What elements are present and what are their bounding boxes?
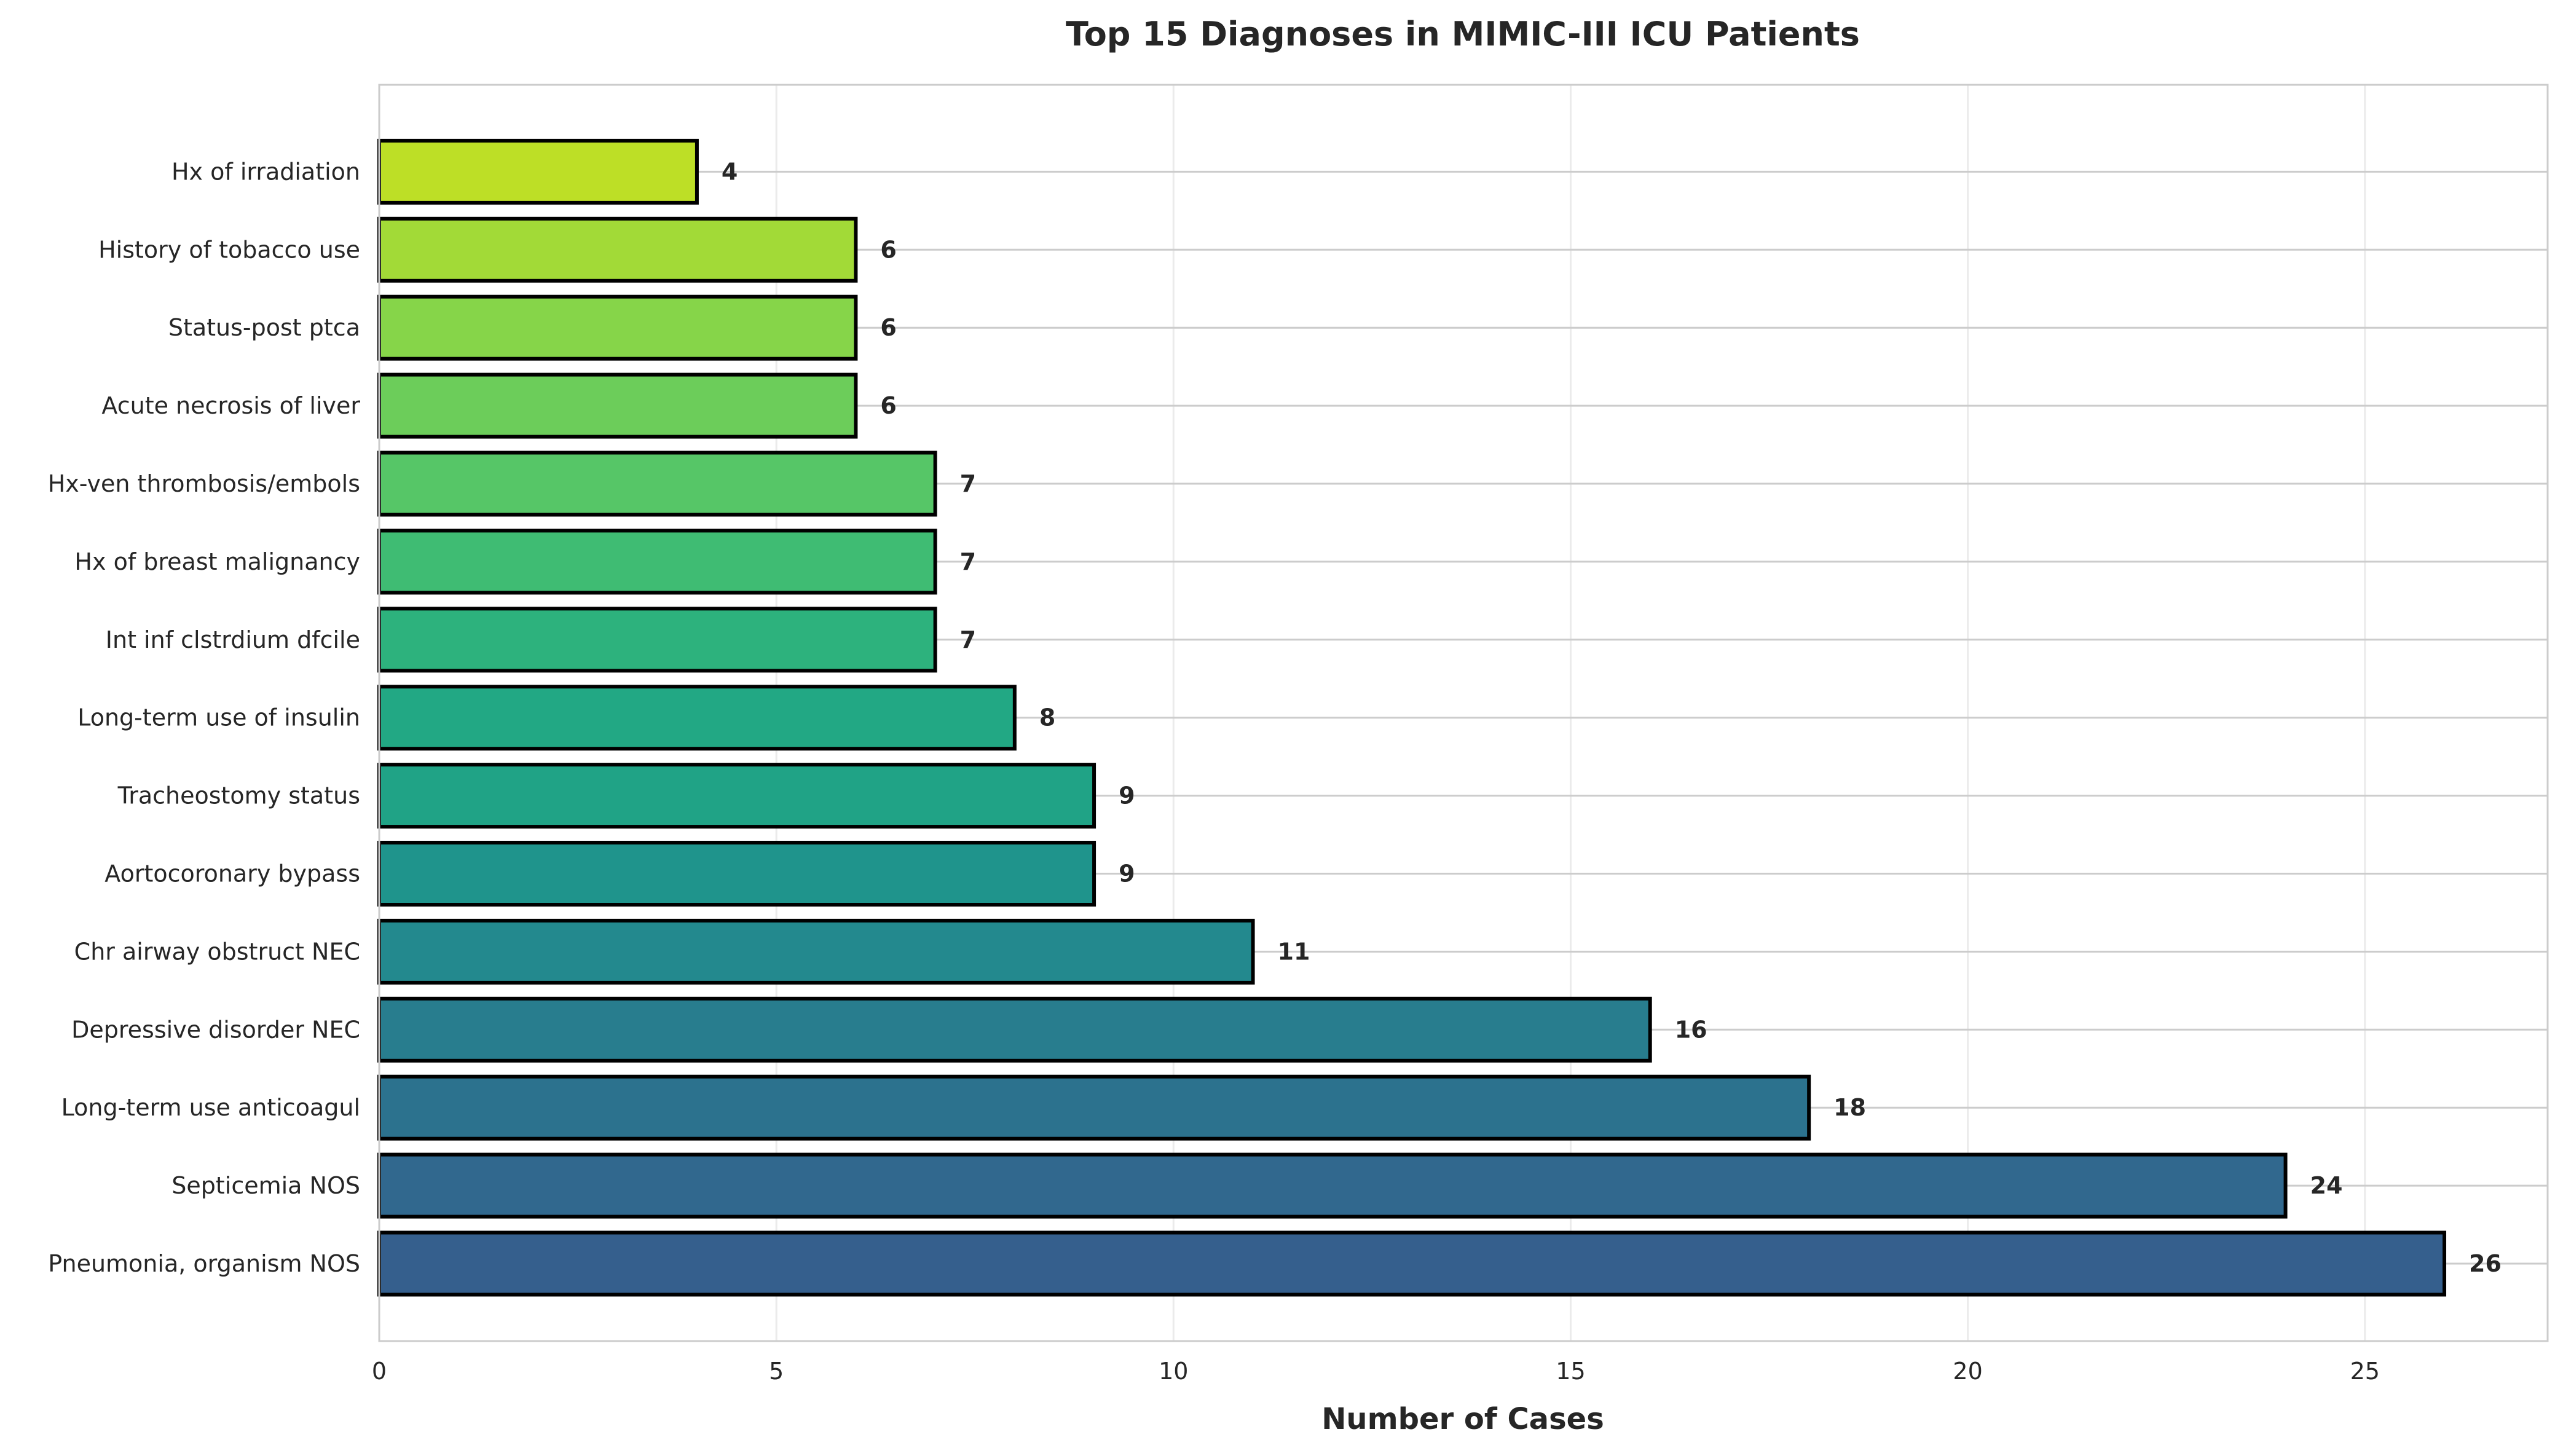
bar xyxy=(377,451,937,517)
y-tick-label: Hx of breast malignancy xyxy=(74,548,360,575)
chart-title: Top 15 Diagnoses in MIMIC-III ICU Patien… xyxy=(1066,15,1860,53)
bar-value-label: 11 xyxy=(1278,938,1310,965)
y-tick-label: Tracheostomy status xyxy=(117,782,360,809)
bar xyxy=(377,1230,2446,1297)
y-tick-label: Hx-ven thrombosis/embols xyxy=(48,470,360,497)
y-tick-label: Long-term use of insulin xyxy=(77,704,360,731)
labels-layer: 0 5 10 15 20 25 Pneumonia, organism NOS 26 Septi… xyxy=(48,158,2502,1385)
y-tick-label: Pneumonia, organism NOS xyxy=(48,1250,360,1277)
x-tick-label: 20 xyxy=(1953,1358,1982,1385)
bar xyxy=(377,685,1017,751)
y-tick-label: Septicemia NOS xyxy=(171,1172,360,1199)
bar xyxy=(377,996,1652,1063)
y-tick-label: Aortocoronary bypass xyxy=(104,860,360,887)
bar xyxy=(377,138,699,205)
bar xyxy=(377,529,937,595)
bar-value-label: 6 xyxy=(880,236,896,263)
y-tick-label: Acute necrosis of liver xyxy=(101,392,360,419)
y-tick-label: Hx of irradiation xyxy=(171,158,360,185)
bar xyxy=(377,607,937,673)
bar xyxy=(377,372,858,439)
bar-value-label: 9 xyxy=(1119,782,1135,809)
bar-value-label: 7 xyxy=(960,626,976,653)
y-tick-label: History of tobacco use xyxy=(98,236,360,263)
bar-value-label: 7 xyxy=(960,548,976,575)
bar-value-label: 4 xyxy=(722,158,738,185)
bar xyxy=(377,763,1096,829)
x-tick-label: 10 xyxy=(1159,1358,1188,1385)
bar-value-label: 18 xyxy=(1833,1094,1866,1121)
x-tick-label: 25 xyxy=(2350,1358,2380,1385)
bar-value-label: 9 xyxy=(1119,860,1135,887)
x-tick-label: 5 xyxy=(769,1358,784,1385)
bar xyxy=(377,294,858,361)
bar xyxy=(377,918,1255,985)
y-tick-label: Status-post ptca xyxy=(168,314,360,341)
bar-value-label: 8 xyxy=(1039,704,1055,731)
bar-value-label: 7 xyxy=(960,470,976,497)
bar-value-label: 6 xyxy=(880,314,896,341)
bar-value-label: 24 xyxy=(2310,1172,2343,1199)
plot-frame xyxy=(378,84,2549,1342)
bar xyxy=(377,1152,2288,1219)
bar-value-label: 6 xyxy=(880,392,896,419)
bar-value-label: 16 xyxy=(1675,1016,1707,1043)
y-tick-label: Long-term use anticoagul xyxy=(61,1094,360,1121)
y-tick-label: Chr airway obstruct NEC xyxy=(74,938,360,965)
bar-value-label: 26 xyxy=(2469,1250,2502,1277)
bar xyxy=(377,841,1096,907)
y-tick-label: Depressive disorder NEC xyxy=(71,1016,360,1043)
x-tick-label: 0 xyxy=(372,1358,387,1385)
x-tick-label: 15 xyxy=(1556,1358,1585,1385)
bar xyxy=(377,1074,1811,1141)
x-axis-label: Number of Cases xyxy=(1321,1402,1604,1436)
bars-layer xyxy=(377,138,2446,1297)
y-tick-label: Int inf clstrdium dfcile xyxy=(106,626,360,653)
bar xyxy=(377,216,858,283)
